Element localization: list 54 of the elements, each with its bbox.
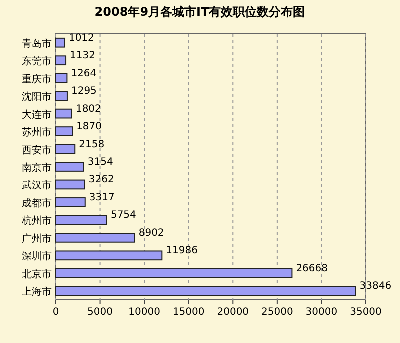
data-label: 1012 (68, 32, 94, 44)
x-tick-label: 20000 (217, 307, 250, 318)
data-label: 3154 (88, 157, 114, 168)
bar (56, 268, 293, 278)
bar (56, 108, 72, 119)
y-tick-label: 武汉市 (22, 180, 52, 192)
data-label: 1870 (76, 122, 102, 133)
bar (56, 91, 68, 101)
y-tick-label: 重庆市 (22, 73, 52, 86)
data-label: 1295 (71, 86, 97, 98)
y-tick-label: 上海市 (22, 286, 52, 298)
y-tick-label: 南京市 (22, 162, 52, 174)
y-tick-label: 青岛市 (22, 38, 52, 50)
bar (56, 162, 84, 172)
data-label: 1802 (76, 104, 102, 115)
data-label: 8902 (138, 228, 164, 239)
bar (56, 56, 67, 66)
x-tick-label: 0 (52, 307, 60, 318)
x-tick-label: 25000 (262, 307, 294, 318)
y-tick-label: 东莞市 (22, 56, 52, 68)
y-tick-label: 广州市 (22, 232, 52, 245)
data-label: 5754 (110, 210, 136, 222)
bar (56, 38, 66, 48)
y-tick-label: 深圳市 (22, 250, 52, 263)
y-tick-label: 大连市 (22, 108, 52, 121)
bar (56, 126, 74, 136)
data-label: 11986 (166, 246, 198, 257)
bar (56, 73, 68, 84)
y-tick-label: 杭州市 (21, 215, 52, 228)
x-tick-label: 15000 (172, 307, 205, 318)
y-tick-label: 西安市 (22, 144, 52, 156)
data-label: 3262 (88, 174, 114, 186)
data-label: 26668 (296, 263, 328, 274)
data-label: 2158 (79, 139, 105, 150)
bar (56, 250, 163, 261)
x-tick-label: 30000 (306, 307, 338, 318)
data-label: 1132 (70, 50, 96, 62)
bar (56, 144, 76, 154)
bar (56, 180, 86, 190)
bar (56, 198, 86, 208)
y-tick-label: 成都市 (22, 197, 52, 210)
data-label: 1264 (71, 68, 97, 80)
y-tick-label: 苏州市 (22, 126, 52, 139)
bar (56, 233, 136, 243)
data-label: 33846 (360, 281, 392, 292)
chart-title: 2008年9月各城市IT有效职位数分布图 (94, 5, 306, 19)
x-tick-label: 10000 (128, 307, 160, 318)
bar (56, 286, 356, 296)
y-tick-label: 北京市 (22, 268, 52, 280)
data-label: 3317 (89, 192, 115, 204)
x-tick-label: 5000 (88, 307, 114, 318)
x-tick-label: 35000 (350, 307, 382, 318)
y-tick-label: 沈阳市 (22, 91, 52, 104)
bar (56, 215, 108, 226)
